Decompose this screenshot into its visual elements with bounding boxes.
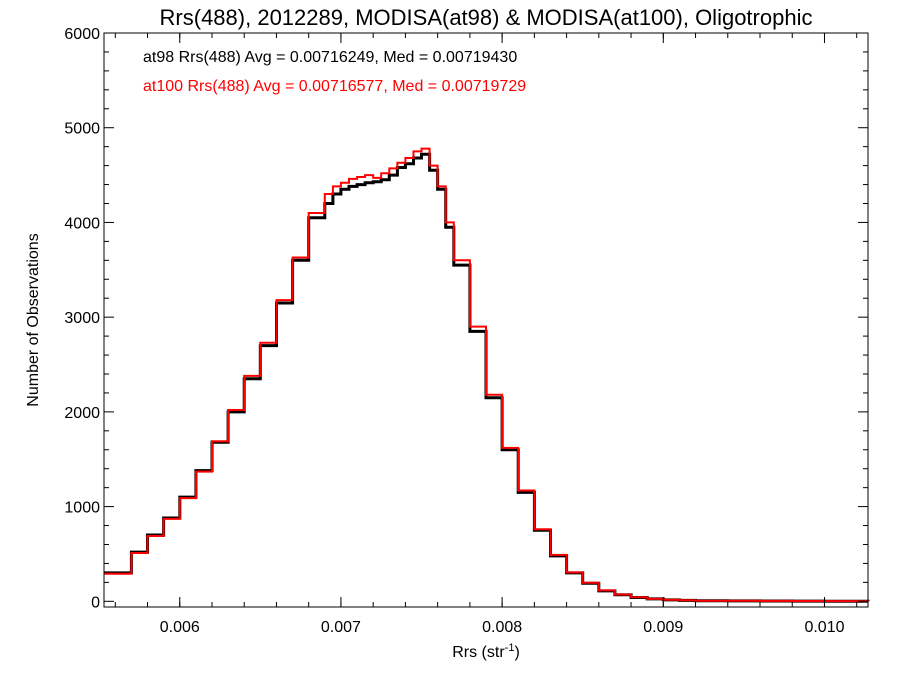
x-axis-label-main: Rrs (str bbox=[452, 644, 505, 661]
x-tick-label: 0.007 bbox=[321, 619, 361, 636]
chart-title: Rrs(488), 2012289, MODISA(at98) & MODISA… bbox=[160, 5, 813, 30]
y-tick-label: 5000 bbox=[64, 121, 100, 138]
plot-frame bbox=[103, 32, 869, 608]
x-axis-ticks: 0.006 0.007 0.008 0.009 0.010 bbox=[114, 33, 858, 636]
series-group bbox=[104, 147, 870, 603]
y-tick-label: 4000 bbox=[64, 215, 100, 232]
x-axis-label-end: ) bbox=[514, 644, 519, 661]
y-tick-label: 6000 bbox=[64, 26, 100, 43]
y-tick-label: 2000 bbox=[64, 405, 100, 422]
x-axis-label-sup: -1 bbox=[505, 642, 515, 654]
x-tick-label: 0.006 bbox=[160, 619, 200, 636]
x-tick-label: 0.010 bbox=[804, 619, 844, 636]
series-line-2 bbox=[104, 147, 869, 603]
x-tick-label: 0.008 bbox=[482, 619, 522, 636]
x-axis-label: Rrs (str-1) bbox=[452, 642, 520, 661]
y-tick-label: 0 bbox=[91, 594, 100, 611]
y-axis-ticks: 0 1000 2000 3000 4000 5000 6000 bbox=[64, 26, 868, 611]
x-tick-label: 0.009 bbox=[643, 619, 683, 636]
y-tick-label: 1000 bbox=[64, 500, 100, 517]
stats-annotation-2: at100 Rrs(488) Avg = 0.00716577, Med = 0… bbox=[143, 78, 526, 95]
stats-annotation-1: at98 Rrs(488) Avg = 0.00716249, Med = 0.… bbox=[143, 49, 517, 66]
y-axis-label: Number of Observations bbox=[25, 233, 42, 406]
y-tick-label: 3000 bbox=[64, 310, 100, 327]
annotation-group: at98 Rrs(488) Avg = 0.00716249, Med = 0.… bbox=[143, 49, 526, 95]
